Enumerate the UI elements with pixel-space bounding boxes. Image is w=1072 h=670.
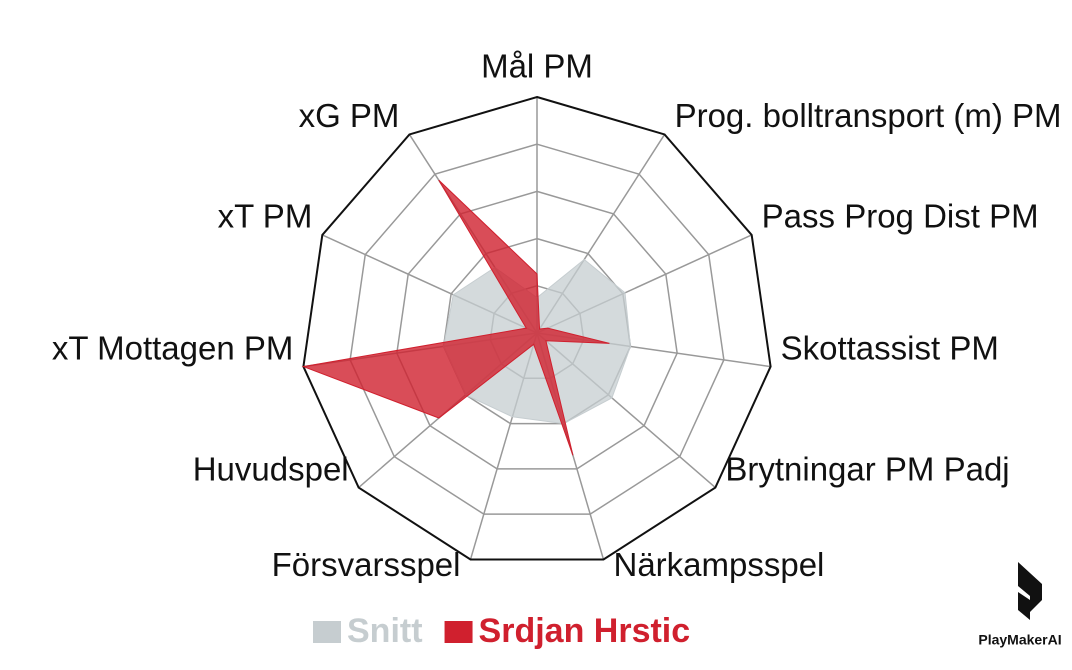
axis-label: xT Mottagen PM [52,329,294,366]
axis-label: Närkampsspel [613,546,824,583]
grid-ring [349,143,725,515]
axis-label: Huvudspel [193,450,349,487]
axis-label: Prog. bolltransport (m) PM [675,97,1062,134]
axis-label: Skottassist PM [781,329,999,366]
radar-area [301,179,610,456]
legend-text: Snitt [347,612,423,650]
legend-swatch [313,621,341,643]
outer-ring [302,95,772,561]
axis-label: xT PM [218,198,313,235]
brand-text: PlayMakerAI [978,632,1061,648]
legend: Snitt Srdjan Hrstic [313,612,690,650]
axis-label: Försvarsspel [272,546,461,583]
axis-label: Brytningar PM Padj [725,450,1009,487]
axis-label: Mål PM [481,48,593,85]
axis-label: xG PM [299,97,400,134]
axis-label: Pass Prog Dist PM [762,198,1039,235]
grid-ring [396,190,678,470]
legend-text: Srdjan Hrstic [479,612,691,650]
logo-icon [1018,562,1042,620]
brand-logo: PlayMakerAI [978,562,1062,648]
legend-swatch [444,621,473,643]
